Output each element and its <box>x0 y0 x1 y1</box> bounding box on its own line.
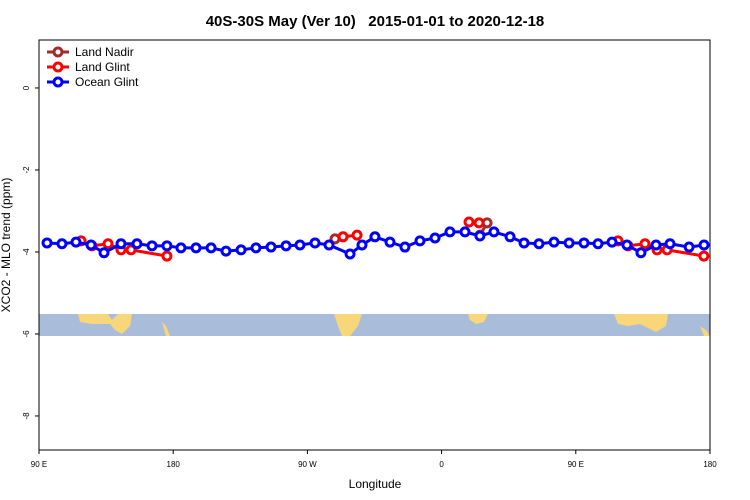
point <box>70 236 82 248</box>
point <box>250 242 262 254</box>
x-axis-label: Longitude <box>349 477 402 491</box>
point <box>131 238 143 250</box>
point <box>444 226 456 238</box>
point <box>125 244 137 256</box>
point <box>161 240 173 252</box>
x-tick-label: 90 E <box>568 460 584 469</box>
point <box>488 226 500 238</box>
point <box>85 239 97 251</box>
point <box>698 239 710 251</box>
legend-label: Land Nadir <box>75 45 134 59</box>
point <box>56 238 68 250</box>
point <box>621 239 633 251</box>
point <box>683 241 695 253</box>
y-tick-label: -2 <box>22 166 31 174</box>
legend-point <box>52 76 64 88</box>
point <box>235 244 247 256</box>
point <box>369 231 381 243</box>
x-tick-label: 90 E <box>31 460 47 469</box>
point <box>463 216 475 228</box>
point <box>384 236 396 248</box>
point <box>504 231 516 243</box>
point <box>664 238 676 250</box>
point <box>146 240 158 252</box>
point <box>635 247 647 259</box>
y-tick-label: -6 <box>22 330 31 338</box>
point <box>309 237 321 249</box>
point <box>592 238 604 250</box>
land <box>700 326 710 336</box>
point <box>650 239 662 251</box>
chart-title: 40S-30S May (Ver 10) 2015-01-01 to 2020-… <box>206 13 545 30</box>
point <box>351 229 363 241</box>
point <box>473 217 485 229</box>
x-tick-label: 180 <box>167 460 181 469</box>
point <box>115 238 127 250</box>
ocean <box>39 314 710 336</box>
plot-frame <box>38 39 711 451</box>
point <box>265 241 277 253</box>
legend-point <box>52 61 64 73</box>
land <box>334 314 362 336</box>
point <box>175 242 187 254</box>
point <box>323 239 335 251</box>
point <box>606 236 618 248</box>
point <box>161 250 173 262</box>
point <box>98 247 110 259</box>
point <box>220 245 232 257</box>
point <box>102 238 114 250</box>
point <box>356 239 368 251</box>
point <box>294 239 306 251</box>
point <box>518 237 530 249</box>
point <box>414 235 426 247</box>
point <box>639 238 651 250</box>
y-tick-label: -8 <box>22 412 31 420</box>
land <box>78 314 132 334</box>
y-tick-label: -4 <box>22 248 31 256</box>
legend-point <box>52 46 64 58</box>
legend-label: Ocean Glint <box>75 75 139 89</box>
y-tick-label: 0 <box>22 85 31 90</box>
x-tick-label: 90 W <box>298 460 317 469</box>
point <box>563 237 575 249</box>
land <box>162 322 170 336</box>
point <box>337 231 349 243</box>
legend-label: Land Glint <box>75 60 130 74</box>
x-tick-label: 0 <box>439 460 444 469</box>
point <box>698 250 710 262</box>
point <box>205 242 217 254</box>
point <box>459 226 471 238</box>
point <box>344 248 356 260</box>
map-strip <box>39 314 710 336</box>
point <box>548 236 560 248</box>
land <box>614 314 668 332</box>
point <box>474 230 486 242</box>
point <box>280 240 292 252</box>
y-axis-label: XCO2 - MLO trend (ppm) <box>0 178 13 313</box>
point <box>578 237 590 249</box>
point <box>41 237 53 249</box>
point <box>533 238 545 250</box>
point <box>429 232 441 244</box>
point <box>399 241 411 253</box>
land <box>468 314 488 324</box>
point <box>190 242 202 254</box>
x-tick-label: 180 <box>703 460 717 469</box>
